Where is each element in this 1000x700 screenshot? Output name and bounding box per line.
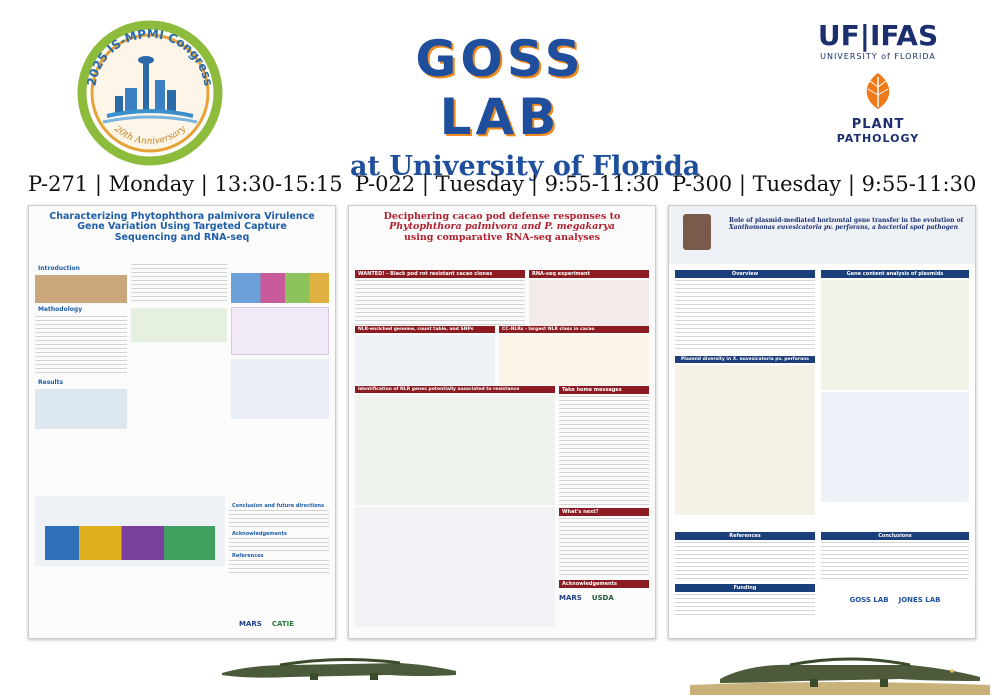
poster-2-section-rnaseq: RNA-seq experiment [529, 270, 649, 278]
poster-3-section-plasmid-diversity: Plasmid diversity in X. euvesicatoria pv… [675, 356, 815, 363]
alligator-left-icon [220, 645, 460, 681]
ifas-brand: UF|IFAS [817, 19, 939, 52]
uf-ifas-logo: UF|IFAS UNIVERSITY of FLORIDA PLANT PATH… [808, 20, 948, 170]
poster-2-title-line2: Phytophthora palmivora and P. megakarya [389, 221, 615, 233]
poster-1[interactable]: Characterizing Phytophthora palmivora Vi… [28, 205, 336, 639]
goss-lab-logo: GOSS LAB at University of Florida [350, 30, 700, 182]
poster-2-sponsor-mars: MARS [559, 594, 582, 602]
poster-1-section-conclusion: Conclusion and future directions [232, 503, 325, 509]
poster-1-title-line2: Gene Variation Using Targeted Capture [77, 221, 287, 233]
poster-3-sponsor-goss: GOSS LAB [849, 596, 889, 604]
poster-3-section-overview: Overview [675, 270, 815, 278]
poster-2-sponsor-usda: USDA [591, 594, 614, 602]
poster-3-section-conclusions: Conclusions [821, 532, 969, 540]
poster-2[interactable]: Deciphering cacao pod defense responses … [348, 205, 656, 639]
poster-3-sponsor-jones: JONES LAB [898, 596, 941, 604]
poster-3-presenter-photo [683, 214, 711, 250]
leaf-icon [856, 71, 900, 111]
ifas-dept-line1: PLANT [851, 117, 905, 132]
poster-2-section-wanted: WANTED! - Black pod rot resistant cacao … [355, 270, 525, 278]
poster-1-section-introduction: Introduction [38, 265, 80, 272]
alligator-right-icon [690, 645, 990, 695]
poster-1-section-methodology: Methodology [38, 306, 83, 313]
poster-3-section-funding: Funding [675, 584, 815, 592]
poster-3[interactable]: Role of plasmid-mediated horizontal gene… [668, 205, 976, 639]
lab-affiliation: at University of Florida [350, 151, 701, 182]
poster-2-section-whats-next: What's next? [559, 508, 649, 516]
poster-2-title-line3: using comparative RNA-seq analyses [403, 231, 601, 243]
poster-1-section-acknowledgements: Acknowledgements [232, 531, 287, 537]
poster-1-title-line3: Sequencing and RNA-seq [114, 231, 250, 243]
session-label-3: P-300 | Tuesday | 9:55-11:30 [672, 172, 977, 196]
poster-1-title-line1: Characterizing Phytophthora palmivora Vi… [49, 211, 315, 222]
poster-2-section-cc-nlrs: CC-NLRs - largest NLR class in cacao [499, 326, 649, 333]
ifas-university: UNIVERSITY of FLORIDA [820, 52, 936, 61]
poster-1-pod-image [35, 275, 127, 303]
ifas-dept-line2: PATHOLOGY [836, 132, 920, 145]
poster-2-section-identification: Identification of NLR genes potentially … [355, 386, 555, 393]
poster-3-section-gene-content: Gene content analysis of plasmids [821, 270, 969, 278]
poster-1-section-references: References [232, 553, 264, 559]
session-label-2: P-022 | Tuesday | 9:55-11:30 [355, 172, 660, 196]
congress-logo: 2025 IS-MPMI Congress 20th Anniversary [75, 18, 225, 168]
poster-3-section-references: References [675, 532, 815, 540]
poster-2-section-acknowledgements: Acknowledgements [559, 580, 649, 588]
poster-3-title-line2: Xanthomonas euvesicatoria pv. perforans,… [729, 223, 958, 231]
poster-1-section-results: Results [38, 379, 64, 386]
session-label-1: P-271 | Monday | 13:30-15:15 [28, 172, 343, 196]
poster-2-section-take-home: Take home messages [559, 386, 649, 394]
poster-1-sponsor-mars: MARS [239, 620, 262, 628]
poster-2-section-nlr-genome: NLR-enriched genome, count table, and SN… [355, 326, 495, 333]
poster-2-title-line1: Deciphering cacao pod defense responses … [383, 211, 621, 222]
lab-name: GOSS LAB [415, 30, 585, 146]
poster-3-title-line1: Role of plasmid-mediated horizontal gene… [729, 217, 964, 224]
poster-1-sponsor-catie: CATIE [271, 620, 295, 628]
